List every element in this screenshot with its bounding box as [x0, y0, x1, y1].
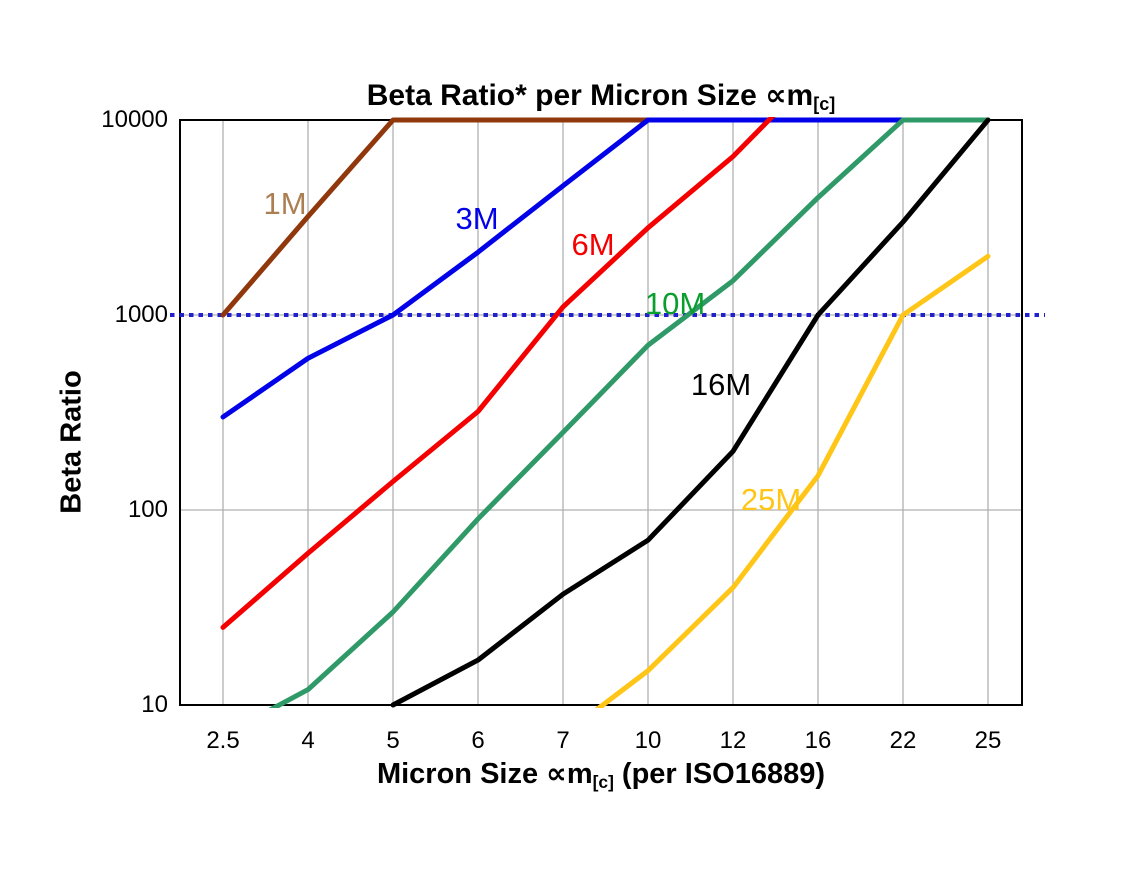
series-line-16M: [390, 117, 991, 708]
x-tick-label: 7: [556, 727, 570, 754]
series-label-16M: 16M: [691, 367, 751, 402]
plot-area: 1M 3M 6M 10M 16M 25M: [170, 117, 1045, 708]
series-label-1M: 1M: [263, 186, 306, 221]
x-tick-label: 22: [889, 727, 917, 754]
y-tick-label: 100: [127, 496, 168, 523]
y-tick-label: 1000: [114, 301, 168, 328]
series-label-3M: 3M: [455, 201, 498, 236]
series-line-1M: [220, 117, 651, 318]
proportional-symbol: ∝m: [765, 79, 814, 112]
x-axis-title-subscript: [c]: [592, 771, 614, 792]
x-axis-proportional-symbol: ∝m: [546, 758, 593, 790]
chart-canvas: 1M 3M 6M 10M 16M 25M: [170, 117, 1045, 708]
series-line-3M: [220, 117, 906, 420]
x-tick-label: 10: [634, 727, 662, 754]
x-tick-label: 2.5: [206, 727, 240, 754]
series-label-10M: 10M: [645, 286, 705, 321]
x-axis-title-suffix: (per ISO16889): [613, 758, 826, 790]
y-tick-label: 10000: [101, 106, 168, 133]
chart-title: Beta Ratio* per Micron Size ∝m[c]: [180, 78, 1022, 115]
x-tick-label: 4: [301, 727, 315, 754]
y-tick-label: 10: [141, 691, 168, 718]
x-tick-label: 5: [386, 727, 400, 754]
x-axis-title: Micron Size ∝m[c] (per ISO16889): [180, 756, 1022, 793]
x-tick-label: 12: [719, 727, 747, 754]
series-line-25M: [594, 253, 991, 708]
series-line-6M: [220, 117, 776, 630]
y-axis-title: Beta Ratio: [56, 370, 89, 513]
series-label-6M: 6M: [571, 227, 614, 262]
x-axis-title-text: Micron Size: [376, 758, 547, 790]
x-tick-label: 25: [974, 727, 1002, 754]
chart-title-subscript: [c]: [813, 94, 836, 115]
series-label-25M: 25M: [741, 482, 801, 517]
x-tick-label: 6: [471, 727, 485, 754]
x-tick-label: 16: [804, 727, 832, 754]
series-line-10M: [268, 117, 991, 708]
chart-title-text: Beta Ratio* per Micron Size: [366, 79, 766, 112]
y-axis-title-text: Beta Ratio: [55, 370, 88, 514]
